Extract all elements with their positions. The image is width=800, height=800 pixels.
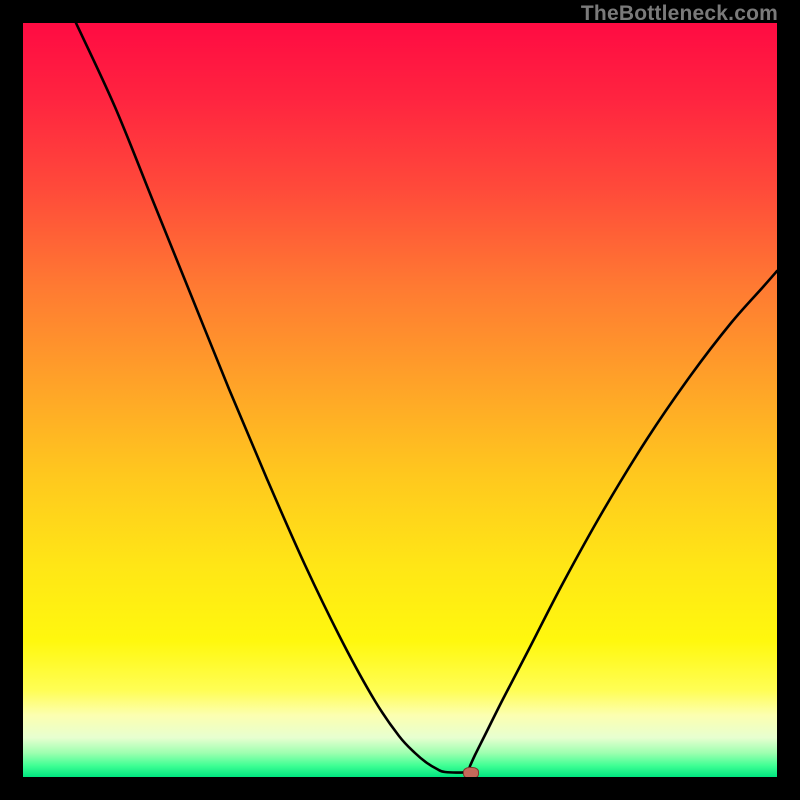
bottleneck-curve-path	[76, 23, 777, 773]
watermark-text: TheBottleneck.com	[581, 2, 778, 26]
bottleneck-curve	[23, 23, 777, 777]
plot-area	[23, 23, 777, 777]
optimal-point-marker	[463, 767, 479, 777]
